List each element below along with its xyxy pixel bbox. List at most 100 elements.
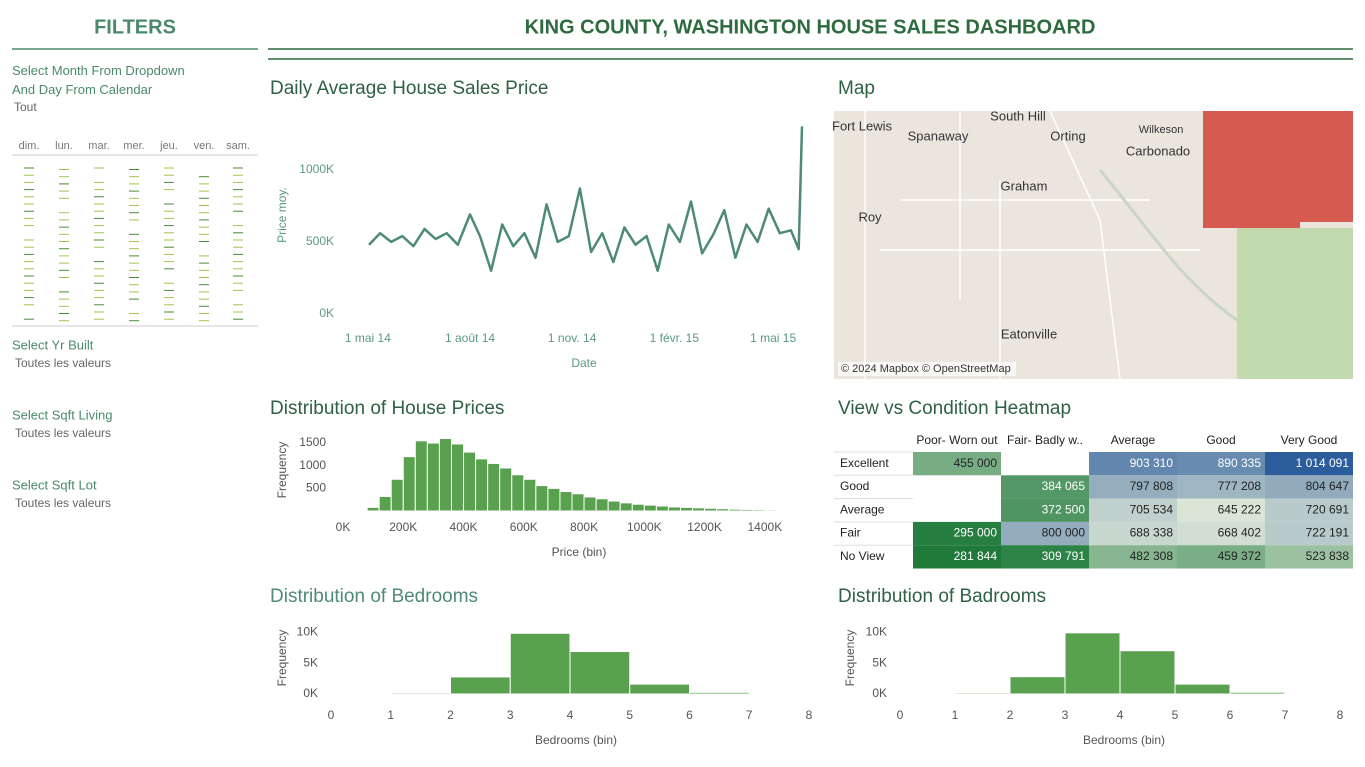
chart-title: Distribution of House Prices	[270, 398, 504, 419]
cell-label: 804 647	[1306, 479, 1350, 493]
filter-label: Select Sqft Lot	[12, 477, 97, 492]
cell-label: 455 000	[954, 456, 998, 470]
column-header: Fair- Badly w..	[1007, 433, 1083, 447]
histogram-bar	[1064, 632, 1121, 695]
x-tick-label: 4	[567, 708, 574, 722]
heatmap-cell[interactable]	[1177, 521, 1265, 546]
y-tick-label: 500K	[306, 234, 334, 248]
histogram-bar	[390, 478, 404, 512]
heatmap-cell[interactable]	[913, 452, 1001, 476]
cell-label: 295 000	[954, 526, 998, 540]
map-place: Spanaway	[908, 128, 969, 143]
x-tick-label: 6	[686, 708, 693, 722]
heatmap-cell[interactable]	[1177, 452, 1265, 476]
x-tick-label: 8	[1337, 708, 1344, 722]
x-tick-label: 0	[328, 708, 335, 722]
histogram-bar	[740, 508, 754, 512]
map-place: Orting	[1050, 128, 1085, 143]
weekday-label: jeu.	[159, 140, 178, 152]
cell-label: 384 065	[1042, 479, 1086, 493]
histogram-bar	[475, 458, 489, 512]
filter-value[interactable]: Toutes les valeurs	[15, 496, 111, 510]
x-tick-label: 1200K	[687, 520, 722, 534]
x-tick-label: 1400K	[748, 520, 783, 534]
map-place: Wilkeson	[1139, 124, 1184, 136]
filter-value[interactable]: Tout	[14, 100, 37, 114]
histogram-bar	[535, 485, 549, 512]
y-tick-label: 0K	[303, 686, 318, 700]
histogram-bar	[629, 683, 690, 695]
histogram-bar	[463, 451, 477, 512]
column-header: Average	[1111, 433, 1156, 447]
heatmap-cell[interactable]	[913, 521, 1001, 546]
histogram-bar	[607, 500, 621, 512]
map-road	[864, 110, 1200, 380]
histogram-bar	[569, 650, 631, 695]
histogram-bar	[716, 508, 730, 512]
heatmap-cell[interactable]	[1177, 475, 1265, 499]
heatmap-cell[interactable]	[1265, 452, 1353, 476]
histogram-bar	[1174, 683, 1231, 695]
heatmap-cell[interactable]	[1265, 498, 1353, 522]
x-tick-label: 7	[1282, 708, 1289, 722]
filter-value[interactable]: Toutes les valeurs	[15, 356, 111, 370]
cell-label: 705 534	[1130, 502, 1174, 516]
y-tick-label: 10K	[297, 624, 318, 638]
x-tick-label: 5	[626, 708, 633, 722]
x-tick-label: 0	[897, 708, 904, 722]
x-tick-label: 5	[1172, 708, 1179, 722]
chart-title: Distribution of Bedrooms	[270, 586, 478, 607]
price-line	[368, 126, 804, 272]
heatmap-cell[interactable]	[1089, 498, 1177, 522]
histogram-bar	[764, 509, 778, 512]
cell-label: 482 308	[1130, 549, 1174, 563]
heatmap-cell[interactable]	[1001, 498, 1089, 522]
heatmap-cell[interactable]	[1089, 521, 1177, 546]
weekday-label: lun.	[55, 140, 73, 152]
x-tick-label: 1 févr. 15	[650, 331, 700, 345]
cell-label: 890 335	[1218, 456, 1262, 470]
map-place: Graham	[1001, 178, 1048, 193]
heatmap-cell[interactable]	[1265, 521, 1353, 546]
cell-label: 777 208	[1218, 479, 1262, 493]
histogram-bar	[689, 691, 750, 695]
map[interactable]	[834, 110, 1353, 380]
filter-label: Select Yr Built	[12, 337, 94, 352]
heatmap-cell[interactable]	[1001, 545, 1089, 569]
histogram-bar	[511, 474, 525, 512]
histogram-bar	[499, 467, 513, 512]
x-tick-label: 1	[387, 708, 394, 722]
x-tick-label: 0K	[336, 520, 351, 534]
x-axis-label: Bedrooms (bin)	[1083, 733, 1165, 747]
heatmap-cell[interactable]	[1265, 545, 1353, 569]
x-axis-label: Bedrooms (bin)	[535, 733, 617, 747]
chart-title: View vs Condition Heatmap	[838, 398, 1071, 419]
x-tick-label: 8	[806, 708, 813, 722]
histogram-bar	[1009, 676, 1066, 695]
histogram-bar	[655, 505, 669, 512]
heatmap-cell[interactable]	[913, 545, 1001, 569]
heatmap-cell[interactable]	[1089, 452, 1177, 476]
histogram-bar	[378, 496, 392, 512]
histogram-bar	[631, 503, 645, 512]
y-axis-label: Frequency	[843, 630, 857, 687]
heatmap-cell[interactable]	[1089, 475, 1177, 499]
heatmap-cell[interactable]	[1177, 545, 1265, 569]
y-tick-label: 0K	[319, 306, 334, 320]
filter-label: Select Month From Dropdown And Day From …	[12, 63, 185, 97]
heatmap-cell[interactable]	[1177, 498, 1265, 522]
cell-label: 309 791	[1042, 549, 1086, 563]
map-attribution-bg	[838, 362, 1016, 376]
x-axis-label: Price (bin)	[552, 545, 607, 559]
filter-value[interactable]: Toutes les valeurs	[15, 426, 111, 440]
heatmap-cell[interactable]	[1265, 475, 1353, 499]
map-region	[1203, 111, 1353, 228]
heatmap-cell[interactable]	[1001, 475, 1089, 499]
heatmap-cell[interactable]	[1001, 521, 1089, 546]
heatmap-cell[interactable]	[1089, 545, 1177, 569]
histogram-bar	[619, 502, 633, 512]
map-place: South Hill	[990, 108, 1046, 123]
x-tick-label: 1 nov. 14	[548, 331, 597, 345]
cell-label: 645 222	[1218, 502, 1262, 516]
